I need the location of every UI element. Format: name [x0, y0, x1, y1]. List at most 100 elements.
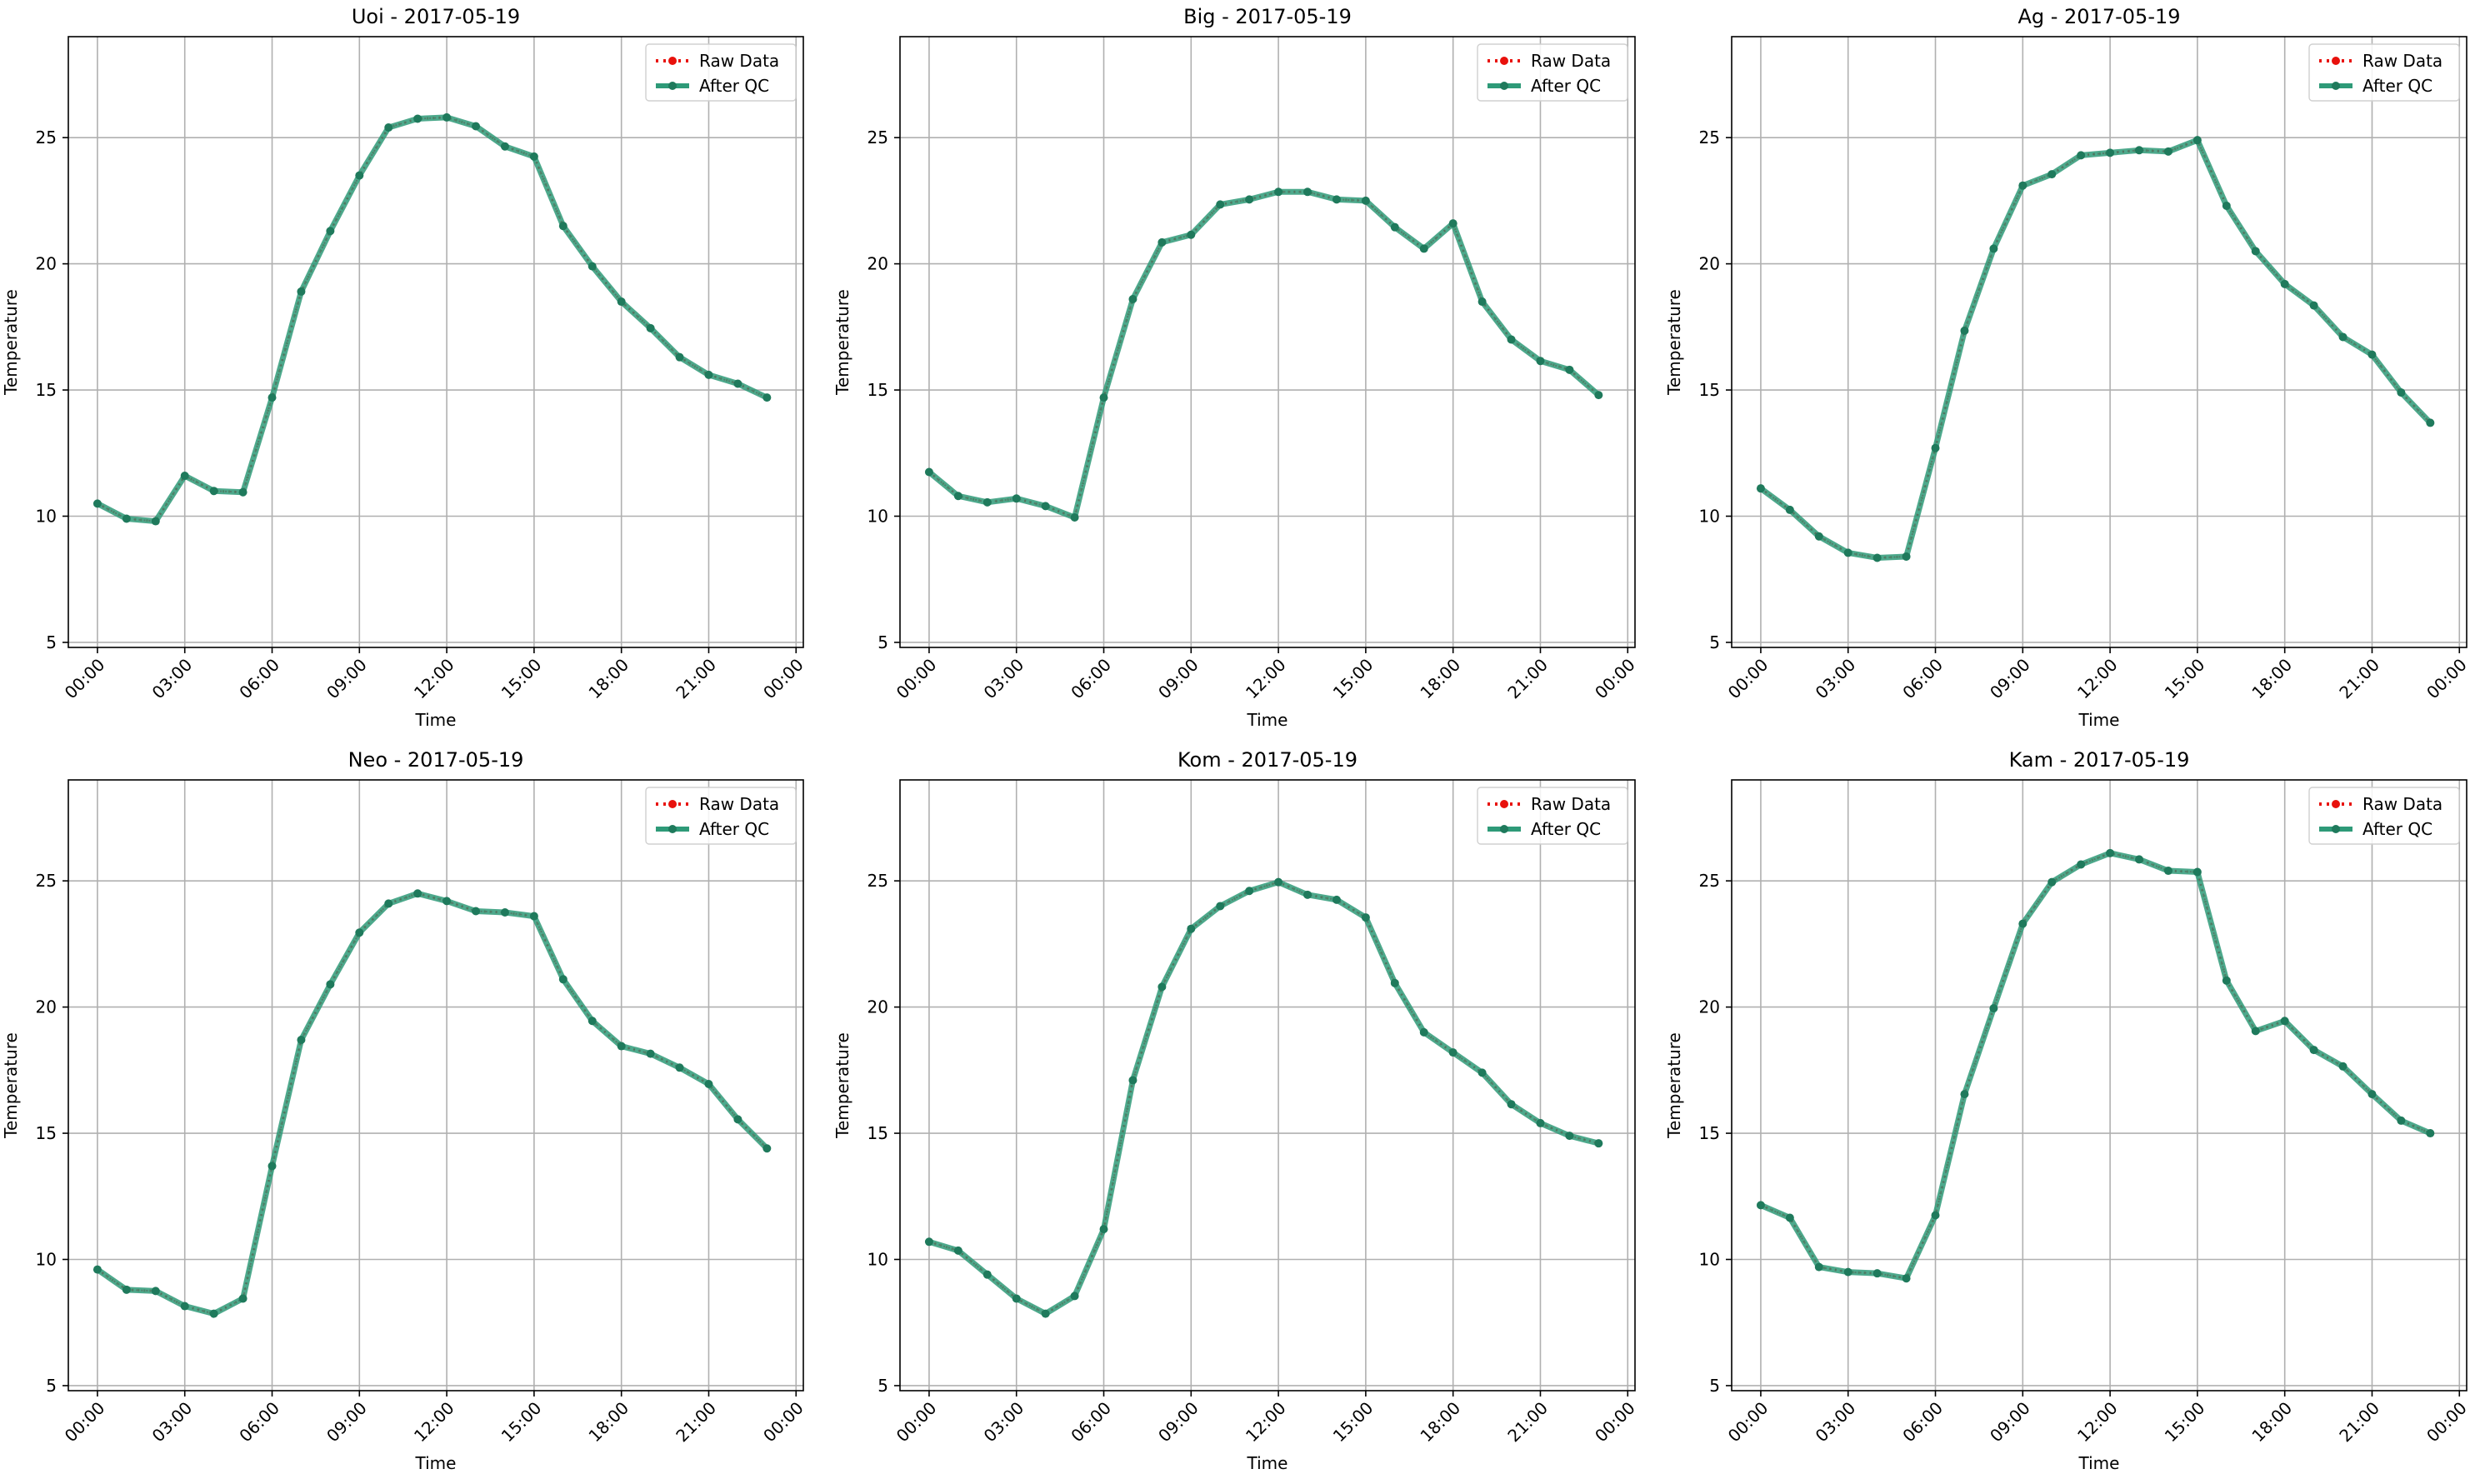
after-qc-point: [1390, 978, 1399, 987]
after-qc-point: [2338, 1062, 2348, 1071]
after-qc-point: [2192, 867, 2202, 877]
x-tick-label: 18:00: [1416, 1398, 1464, 1447]
after-qc-point: [268, 393, 277, 402]
after-qc-point: [1012, 494, 1021, 503]
subplot-title: Neo - 2017-05-19: [348, 748, 524, 772]
after-qc-point: [268, 1162, 277, 1171]
after-qc-line: [95, 890, 769, 1317]
after-qc-point: [2368, 1090, 2377, 1099]
after-qc-point: [1785, 1213, 1794, 1222]
after-qc-point: [180, 472, 189, 481]
x-tick-label: 06:00: [1067, 655, 1115, 703]
y-tick-label: 25: [868, 871, 888, 891]
legend-qc-label: After QC: [699, 76, 769, 96]
raw-data-line: [1760, 852, 2431, 1280]
after-qc-point: [2135, 146, 2144, 155]
after-qc-point: [1128, 295, 1138, 304]
y-axis-label: Temperature: [1, 1032, 21, 1139]
x-tick-label: 03:00: [980, 655, 1028, 703]
after-qc-point: [1872, 1269, 1882, 1278]
plot-frame: [899, 779, 1636, 1392]
x-tick-label: 21:00: [2335, 1398, 2383, 1447]
after-qc-point: [2163, 147, 2172, 156]
x-tick-label: 12:00: [2073, 1398, 2122, 1447]
after-qc-point: [238, 1294, 248, 1303]
subplot-1: 5 10 15 20 25 00:00 03:00 06:00 09:00 12:00 15:00 1…: [1, 5, 808, 730]
after-qc-point: [982, 1270, 992, 1279]
legend-raw-label: Raw Data: [2362, 794, 2442, 814]
x-tick-label: 06:00: [235, 1398, 283, 1447]
after-qc-point: [355, 928, 364, 937]
after-qc-point: [1448, 219, 1458, 228]
y-tick-label: 5: [878, 1376, 888, 1396]
x-tick-label: 15:00: [498, 655, 546, 703]
subplot-3: 5 10 15 20 25 00:00 03:00 06:00 09:00 12:00 15:00 1…: [1664, 5, 2471, 730]
legend-raw-marker: [2332, 57, 2340, 65]
raw-data-line: [1760, 138, 2432, 559]
y-tick-label: 25: [868, 127, 888, 147]
after-qc-point: [1902, 1274, 1911, 1283]
after-qc-point: [1565, 365, 1574, 374]
after-qc-point: [1536, 1118, 1545, 1127]
after-qc-point: [1478, 297, 1487, 307]
y-tick-label: 20: [1699, 997, 1720, 1017]
after-qc-point: [1960, 326, 1969, 335]
legend-raw-marker: [2332, 800, 2340, 808]
x-axis-label: Time: [415, 710, 457, 730]
subplot-title: Big - 2017-05-19: [1183, 5, 1352, 28]
y-tick-label: 15: [1699, 380, 1720, 400]
x-tick-label: 00:00: [61, 655, 109, 703]
y-tick-label: 20: [36, 254, 57, 274]
after-qc-point: [1099, 393, 1108, 402]
legend-qc-marker: [668, 825, 677, 833]
legend-raw-label: Raw Data: [1531, 794, 1611, 814]
raw-data-line: [97, 892, 768, 1316]
after-qc-point: [355, 171, 364, 180]
x-tick-label: 03:00: [980, 1398, 1028, 1447]
after-qc-point: [2251, 247, 2260, 256]
after-qc-point: [704, 1079, 713, 1088]
after-qc-point: [122, 514, 131, 523]
x-tick-label: 18:00: [1416, 655, 1464, 703]
x-axis-label: Time: [1247, 710, 1288, 730]
x-tick-label: 09:00: [1154, 1398, 1202, 1447]
legend-raw-label: Raw Data: [699, 51, 779, 71]
after-qc-point: [2251, 1027, 2260, 1036]
after-qc-point: [151, 517, 160, 526]
after-qc-point: [1070, 1292, 1079, 1301]
after-qc-point: [646, 1049, 655, 1058]
after-qc-point: [1594, 1139, 1603, 1148]
after-qc-line: [1759, 850, 2432, 1282]
x-tick-label: 18:00: [584, 655, 632, 703]
after-qc-point: [1070, 513, 1079, 522]
legend-qc-label: After QC: [2362, 76, 2432, 96]
raw-data-overlay-line: [1760, 852, 2431, 1280]
legend-qc-marker: [2332, 82, 2340, 90]
x-tick-label: 18:00: [2248, 1398, 2296, 1447]
legend-raw-marker: [668, 800, 677, 808]
after-qc-point: [617, 297, 626, 307]
x-tick-label: 15:00: [2161, 655, 2209, 703]
after-qc-point: [92, 499, 102, 508]
after-qc-point: [2426, 1129, 2435, 1138]
subplot-4: 5 10 15 20 25 00:00 03:00 06:00 09:00 12:00 15:00 1…: [1, 748, 808, 1473]
raw-data-overlay-line: [97, 892, 768, 1315]
x-tick-label: 21:00: [1503, 1398, 1552, 1447]
y-tick-label: 15: [868, 380, 888, 400]
x-tick-label: 12:00: [2073, 655, 2122, 703]
after-qc-point: [1536, 357, 1545, 366]
x-tick-label: 21:00: [1503, 655, 1552, 703]
after-qc-point: [1814, 1262, 1823, 1272]
after-qc-point: [1478, 1068, 1487, 1077]
after-qc-point: [1989, 1004, 1998, 1013]
legend: Raw Data After QC: [645, 43, 797, 102]
after-qc-point: [1843, 1267, 1852, 1277]
raw-data-overlay-line: [928, 881, 1599, 1315]
after-qc-point: [1245, 195, 1254, 204]
after-qc-point: [1448, 1048, 1458, 1057]
after-qc-point: [2338, 332, 2348, 342]
x-tick-label: 00:00: [61, 1398, 109, 1447]
after-qc-point: [1187, 230, 1196, 239]
y-tick-label: 10: [1699, 1249, 1720, 1269]
